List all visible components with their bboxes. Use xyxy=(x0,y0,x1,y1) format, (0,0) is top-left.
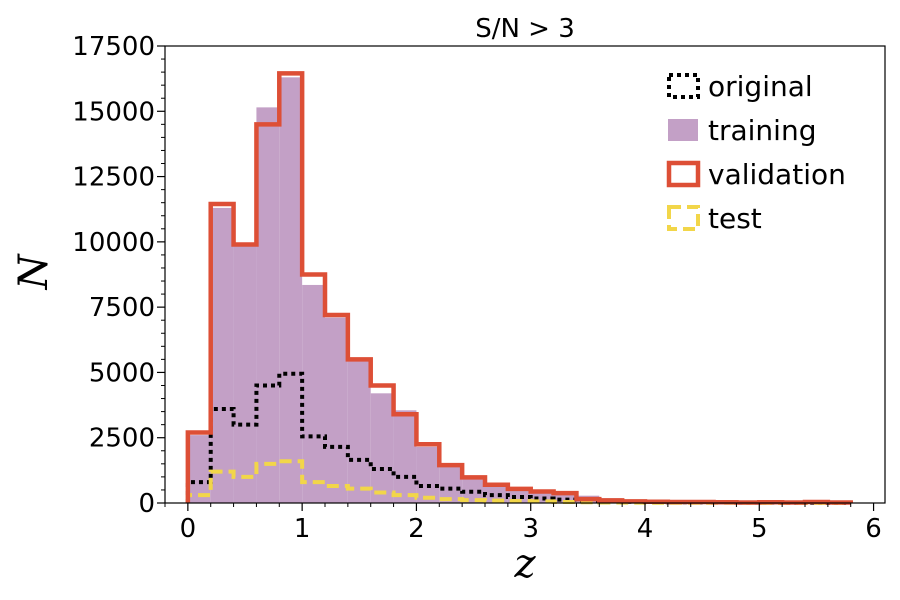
training-bar xyxy=(210,207,234,503)
y-axis-label: N xyxy=(11,253,57,291)
legend-swatch xyxy=(668,119,698,141)
training-bar xyxy=(187,435,211,503)
series-test-line xyxy=(185,459,853,505)
training-bar xyxy=(256,107,280,504)
y-tick-label: 12500 xyxy=(72,163,155,193)
legend-item-training: training xyxy=(668,114,816,147)
x-tick-label: 6 xyxy=(865,514,882,544)
plot-frame xyxy=(164,45,886,504)
x-tick-label: 4 xyxy=(637,514,654,544)
training-bar xyxy=(279,77,303,503)
legend-item-original: original xyxy=(667,70,813,103)
training-bar xyxy=(530,492,554,503)
legend-item-validation: validation xyxy=(666,158,846,191)
y-tick-label: 17500 xyxy=(72,32,155,62)
training-bar xyxy=(393,410,417,503)
legend-swatch xyxy=(667,73,700,99)
training-bar xyxy=(347,360,371,503)
y-tick-label: 10000 xyxy=(72,228,155,258)
legend-swatch xyxy=(667,205,700,231)
x-axis: 0 1 2 3 4 5 6 xyxy=(164,503,882,544)
chart-title: S/N > 3 xyxy=(475,14,575,44)
y-tick-label: 2500 xyxy=(89,424,155,454)
x-tick-label: 0 xyxy=(180,514,197,544)
legend-label: validation xyxy=(708,158,846,191)
training-bar xyxy=(439,466,463,503)
legend: original training validation test xyxy=(666,70,846,235)
y-axis: 0 2500 5000 7500 10000 12500 15000 17500 xyxy=(72,32,165,519)
legend-label: original xyxy=(708,70,813,103)
x-tick-label: 3 xyxy=(522,514,539,544)
training-bar xyxy=(485,484,508,503)
x-tick-label: 5 xyxy=(751,514,768,544)
training-bar xyxy=(370,393,394,503)
series-layer xyxy=(185,71,853,505)
x-tick-label: 1 xyxy=(294,514,311,544)
training-bar xyxy=(416,446,440,503)
training-bar xyxy=(233,245,257,503)
y-tick-label: 5000 xyxy=(89,358,155,388)
legend-item-test: test xyxy=(667,202,762,235)
training-bar xyxy=(325,317,348,503)
training-bar xyxy=(553,494,577,503)
x-axis-label: z xyxy=(513,541,536,587)
legend-swatch xyxy=(666,160,701,188)
legend-label: training xyxy=(708,114,816,147)
y-tick-label: 0 xyxy=(138,489,155,519)
training-bar xyxy=(302,284,325,503)
x-tick-label: 2 xyxy=(408,514,425,544)
legend-label: test xyxy=(708,202,762,235)
y-tick-label: 7500 xyxy=(89,293,155,323)
series-training xyxy=(187,77,851,504)
y-tick-label: 15000 xyxy=(72,97,155,127)
training-bar xyxy=(462,475,485,503)
